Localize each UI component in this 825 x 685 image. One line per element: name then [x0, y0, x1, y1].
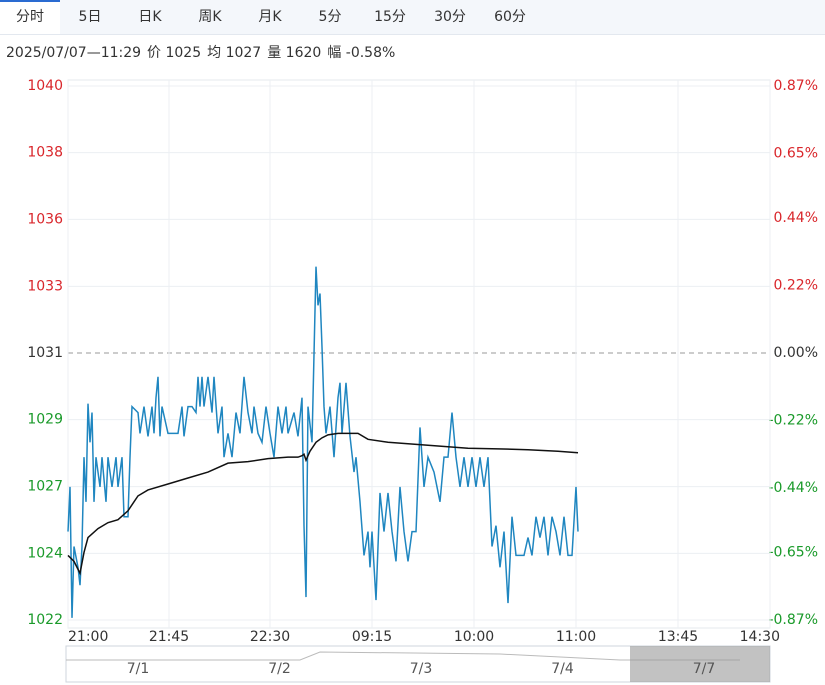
tab[interactable]: 周K [198, 9, 222, 25]
y-tick-label: 1024 [27, 545, 63, 561]
info-line: 2025/07/07—11:29 价 1025 均 1027 量 1620 幅 -0.5… [6, 42, 401, 62]
navigator-label: 7/7 [693, 661, 716, 677]
y2-tick-label: -0.22% [768, 413, 818, 429]
y-tick-label: 1033 [27, 278, 63, 294]
navigator-label: 7/4 [551, 661, 574, 677]
y-tick-label: 1022 [27, 612, 63, 628]
tab[interactable]: 30分 [434, 9, 466, 25]
x-tick-label: 22:30 [250, 629, 290, 645]
y-tick-label: 1031 [27, 345, 63, 361]
y-tick-label: 1038 [27, 145, 63, 161]
info-volume: 量 1620 [267, 45, 322, 61]
y-tick-label: 1040 [27, 78, 63, 94]
tab[interactable]: 日K [138, 9, 162, 25]
y-tick-label: 1036 [27, 211, 63, 227]
price-line [67, 266, 579, 618]
x-tick-label: 14:30 [740, 629, 780, 645]
y-tick-label: 1029 [27, 412, 63, 428]
x-tick-label: 13:45 [658, 629, 698, 645]
tab[interactable]: 5日 [78, 9, 102, 25]
y2-tick-label: -0.44% [768, 480, 818, 496]
navigator-label: 7/3 [410, 661, 433, 677]
x-tick-label: 11:00 [556, 629, 596, 645]
y2-tick-label: -0.87% [768, 612, 818, 628]
tab[interactable]: 分时 [0, 0, 60, 34]
x-tick-label: 10:00 [454, 629, 494, 645]
x-tick-label: 21:00 [68, 629, 108, 645]
price-line [67, 432, 579, 576]
navigator-window[interactable] [630, 646, 770, 682]
y2-tick-label: 0.00% [774, 345, 818, 361]
info-avg: 均 1027 [207, 45, 262, 61]
y2-tick-label: 0.44% [774, 210, 818, 226]
y2-tick-label: 0.22% [774, 277, 818, 293]
x-tick-label: 09:15 [352, 629, 392, 645]
navigator-label: 7/1 [127, 661, 150, 677]
info-change: 幅 -0.58% [327, 45, 396, 61]
tab[interactable]: 60分 [494, 9, 526, 25]
x-tick-label: 21:45 [149, 629, 189, 645]
tab[interactable]: 月K [258, 9, 282, 25]
info-time: 2025/07/07—11:29 [6, 45, 142, 61]
info-price: 价 1025 [147, 45, 202, 61]
y2-tick-label: 0.87% [774, 78, 818, 94]
navigator-label: 7/2 [268, 661, 291, 677]
y2-tick-label: -0.65% [768, 544, 818, 560]
y2-tick-label: 0.65% [774, 146, 818, 162]
tab[interactable]: 5分 [318, 9, 342, 25]
tab[interactable]: 15分 [374, 9, 406, 25]
y-tick-label: 1027 [27, 479, 63, 495]
plot-frame [67, 79, 771, 629]
tab-bar: 分时 5日 日K 周K 月K 5分 15分 30分 60分 [0, 0, 825, 35]
